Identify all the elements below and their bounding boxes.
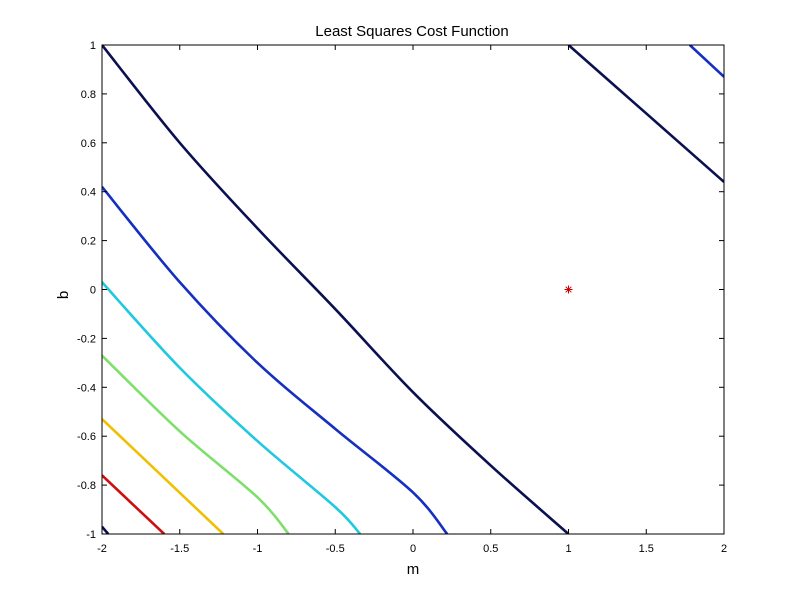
x-tick-label: 1: [565, 543, 571, 555]
contour-line-8: [567, 45, 724, 183]
contour-line-2: [102, 474, 166, 534]
y-tick-label: -1: [86, 529, 96, 541]
contour-line-7: [102, 45, 570, 534]
contour-line-1: [102, 525, 110, 534]
axis-ticks: [101, 44, 725, 535]
y-tick-label: -0.2: [77, 333, 96, 345]
y-axis-label: b: [55, 291, 72, 299]
y-tick-label: 0.8: [81, 89, 96, 101]
contour-lines: [102, 45, 724, 534]
contour-line-6: [102, 185, 449, 534]
x-tick-label: -1.5: [170, 543, 189, 555]
x-tick-label: 0: [410, 543, 416, 555]
plot-border: [101, 44, 725, 535]
x-tick-labels: -2 -1.5 -1 -0.5 0 0.5 1 1.5 2: [97, 543, 727, 555]
contour-line-4: [102, 354, 290, 534]
y-tick-label: 0.2: [81, 236, 96, 248]
y-tick-label: 0.6: [81, 138, 96, 150]
y-tick-labels: -1 -0.8 -0.6 -0.4 -0.2 0 0.2 0.4 0.6 0.8 1: [77, 40, 96, 541]
contour-line-9: [688, 45, 724, 78]
y-tick-label: -0.6: [77, 431, 96, 443]
x-tick-label: -0.5: [326, 543, 345, 555]
markers: [564, 285, 573, 294]
y-tick-label: -0.4: [77, 382, 96, 394]
x-tick-label: 1.5: [639, 543, 654, 555]
x-tick-label: -2: [97, 543, 107, 555]
y-tick-label: -0.8: [77, 480, 96, 492]
y-tick-label: 0.4: [81, 187, 96, 199]
contour-line-3: [102, 418, 225, 534]
x-tick-label: -1: [253, 543, 263, 555]
plot-area: [101, 44, 725, 535]
chart-title: Least Squares Cost Function: [315, 23, 508, 40]
minimum-marker: [564, 285, 573, 294]
x-tick-label: 0.5: [483, 543, 498, 555]
y-tick-label: 1: [90, 40, 96, 52]
x-tick-label: 2: [721, 543, 727, 555]
x-axis-label: m: [407, 561, 420, 578]
y-tick-label: 0: [90, 285, 96, 297]
contour-line-5: [102, 281, 362, 534]
